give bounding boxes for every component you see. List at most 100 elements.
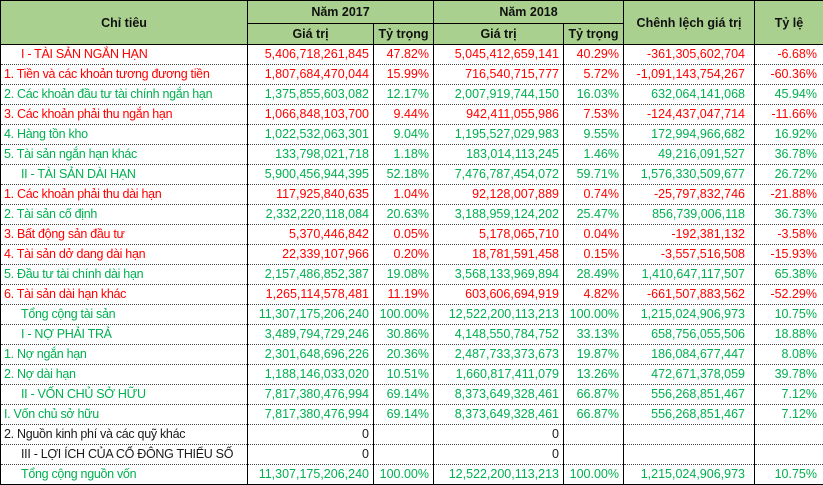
cell-2018-value[interactable]: 1,660,817,411,079 [434, 365, 564, 385]
cell-2018-value[interactable]: 7,476,787,454,072 [434, 165, 564, 185]
cell-ratio[interactable] [755, 425, 823, 445]
cell-ratio[interactable]: -6.68% [755, 45, 823, 65]
cell-2018-value[interactable]: 942,411,055,986 [434, 105, 564, 125]
cell-2018-share[interactable]: 0.15% [564, 245, 624, 265]
cell-criteria[interactable]: I - TÀI SẢN NGẮN HẠN [1, 45, 248, 65]
cell-2018-share[interactable]: 28.49% [564, 265, 624, 285]
cell-diff[interactable]: -25,797,832,746 [624, 185, 755, 205]
cell-2018-share[interactable]: 0.04% [564, 225, 624, 245]
cell-criteria[interactable]: III - LỢI ÍCH CỦA CỔ ĐÔNG THIỂU SỐ [1, 445, 248, 465]
cell-diff[interactable]: 49,216,091,527 [624, 145, 755, 165]
cell-2017-value[interactable]: 3,489,794,729,246 [248, 325, 374, 345]
cell-2017-share[interactable]: 69.14% [374, 385, 434, 405]
cell-2017-value[interactable]: 1,807,684,470,044 [248, 65, 374, 85]
cell-2018-share[interactable]: 1.46% [564, 145, 624, 165]
cell-diff[interactable]: 1,576,330,509,677 [624, 165, 755, 185]
header-cell-year-2018[interactable]: Năm 2018 [434, 1, 624, 24]
cell-ratio[interactable]: 18.88% [755, 325, 823, 345]
cell-2018-share[interactable]: 66.87% [564, 405, 624, 425]
cell-diff[interactable]: 632,064,141,068 [624, 85, 755, 105]
cell-2018-share[interactable]: 66.87% [564, 385, 624, 405]
cell-2018-value[interactable]: 5,178,065,710 [434, 225, 564, 245]
cell-2017-value[interactable]: 1,265,114,578,481 [248, 285, 374, 305]
cell-criteria[interactable]: 2. Nợ dài hạn [1, 365, 248, 385]
cell-2018-share[interactable]: 100.00% [564, 465, 624, 485]
cell-criteria[interactable]: 6. Tài sản dài hạn khác [1, 285, 248, 305]
cell-ratio[interactable]: -15.93% [755, 245, 823, 265]
cell-2018-value[interactable]: 3,568,133,969,894 [434, 265, 564, 285]
cell-diff[interactable]: -124,437,047,714 [624, 105, 755, 125]
cell-2018-value[interactable]: 183,014,113,245 [434, 145, 564, 165]
cell-2018-share[interactable]: 59.71% [564, 165, 624, 185]
cell-2017-share[interactable]: 0.05% [374, 225, 434, 245]
cell-diff[interactable]: 1,410,647,117,507 [624, 265, 755, 285]
cell-2018-share[interactable]: 5.72% [564, 65, 624, 85]
cell-2017-share[interactable]: 9.04% [374, 125, 434, 145]
cell-2017-value[interactable]: 1,066,848,103,700 [248, 105, 374, 125]
cell-2017-share[interactable]: 10.51% [374, 365, 434, 385]
cell-criteria[interactable]: 5. Tài sản ngắn hạn khác [1, 145, 248, 165]
cell-ratio[interactable]: -11.66% [755, 105, 823, 125]
cell-diff[interactable]: 1,215,024,906,973 [624, 465, 755, 485]
cell-2017-share[interactable]: 1.04% [374, 185, 434, 205]
cell-criteria[interactable]: Tổng cộng nguồn vốn [1, 465, 248, 485]
cell-2018-share[interactable]: 13.26% [564, 365, 624, 385]
cell-ratio[interactable]: 16.92% [755, 125, 823, 145]
cell-2018-value[interactable]: 3,188,959,124,202 [434, 205, 564, 225]
cell-2017-share[interactable]: 47.82% [374, 45, 434, 65]
cell-ratio[interactable]: 36.73% [755, 205, 823, 225]
cell-2017-value[interactable]: 2,301,648,696,226 [248, 345, 374, 365]
header-cell-2018-share[interactable]: Tỷ trọng [564, 24, 624, 45]
cell-criteria[interactable]: I. Vốn chủ sở hữu [1, 405, 248, 425]
cell-diff[interactable]: 186,084,677,447 [624, 345, 755, 365]
cell-ratio[interactable] [755, 445, 823, 465]
header-cell-value-difference[interactable]: Chênh lệch giá trị [624, 1, 755, 45]
cell-2017-value[interactable]: 0 [248, 445, 374, 465]
cell-2018-share[interactable]: 16.03% [564, 85, 624, 105]
cell-ratio[interactable]: 39.78% [755, 365, 823, 385]
cell-ratio[interactable]: 8.08% [755, 345, 823, 365]
cell-2018-value[interactable]: 4,148,550,784,752 [434, 325, 564, 345]
cell-2018-value[interactable]: 12,522,200,113,213 [434, 465, 564, 485]
cell-criteria[interactable]: 2. Các khoản đầu tư tài chính ngắn hạn [1, 85, 248, 105]
cell-ratio[interactable]: -21.88% [755, 185, 823, 205]
cell-2017-share[interactable]: 100.00% [374, 305, 434, 325]
cell-2018-value[interactable]: 18,781,591,458 [434, 245, 564, 265]
cell-ratio[interactable]: 65.38% [755, 265, 823, 285]
cell-ratio[interactable]: -3.58% [755, 225, 823, 245]
cell-2017-share[interactable]: 0.20% [374, 245, 434, 265]
cell-2017-value[interactable]: 11,307,175,206,240 [248, 465, 374, 485]
cell-criteria[interactable]: 1. Các khoản phải thu dài hạn [1, 185, 248, 205]
header-cell-2018-value[interactable]: Giá trị [434, 24, 564, 45]
cell-2018-share[interactable] [564, 445, 624, 465]
cell-2017-share[interactable]: 9.44% [374, 105, 434, 125]
cell-criteria[interactable]: 4. Tài sản dở dang dài hạn [1, 245, 248, 265]
cell-diff[interactable]: 1,215,024,906,973 [624, 305, 755, 325]
cell-2017-value[interactable]: 0 [248, 425, 374, 445]
cell-criteria[interactable]: II - VỐN CHỦ SỞ HỮU [1, 385, 248, 405]
cell-2017-value[interactable]: 1,375,855,603,082 [248, 85, 374, 105]
cell-diff[interactable]: -1,091,143,754,267 [624, 65, 755, 85]
cell-2017-value[interactable]: 133,798,021,718 [248, 145, 374, 165]
cell-criteria[interactable]: 3. Bất động sản đầu tư [1, 225, 248, 245]
cell-criteria[interactable]: 1. Tiền và các khoản tương đương tiền [1, 65, 248, 85]
cell-ratio[interactable]: 7.12% [755, 405, 823, 425]
cell-2017-share[interactable]: 20.36% [374, 345, 434, 365]
cell-2018-value[interactable]: 8,373,649,328,461 [434, 405, 564, 425]
cell-criteria[interactable]: I - NỢ PHẢI TRẢ [1, 325, 248, 345]
cell-2018-value[interactable]: 603,606,694,919 [434, 285, 564, 305]
cell-2017-value[interactable]: 5,900,456,944,395 [248, 165, 374, 185]
cell-criteria[interactable]: 1. Nợ ngắn hạn [1, 345, 248, 365]
cell-2017-value[interactable]: 1,022,532,063,301 [248, 125, 374, 145]
cell-diff[interactable]: -661,507,883,562 [624, 285, 755, 305]
cell-2017-share[interactable] [374, 445, 434, 465]
cell-diff[interactable] [624, 445, 755, 465]
cell-2018-value[interactable]: 716,540,715,777 [434, 65, 564, 85]
cell-2018-value[interactable]: 2,007,919,744,150 [434, 85, 564, 105]
cell-2018-share[interactable]: 7.53% [564, 105, 624, 125]
cell-ratio[interactable]: 36.78% [755, 145, 823, 165]
cell-criteria[interactable]: Tổng cộng tài sản [1, 305, 248, 325]
cell-2017-share[interactable]: 69.14% [374, 405, 434, 425]
cell-2017-share[interactable]: 11.19% [374, 285, 434, 305]
cell-2017-share[interactable]: 52.18% [374, 165, 434, 185]
